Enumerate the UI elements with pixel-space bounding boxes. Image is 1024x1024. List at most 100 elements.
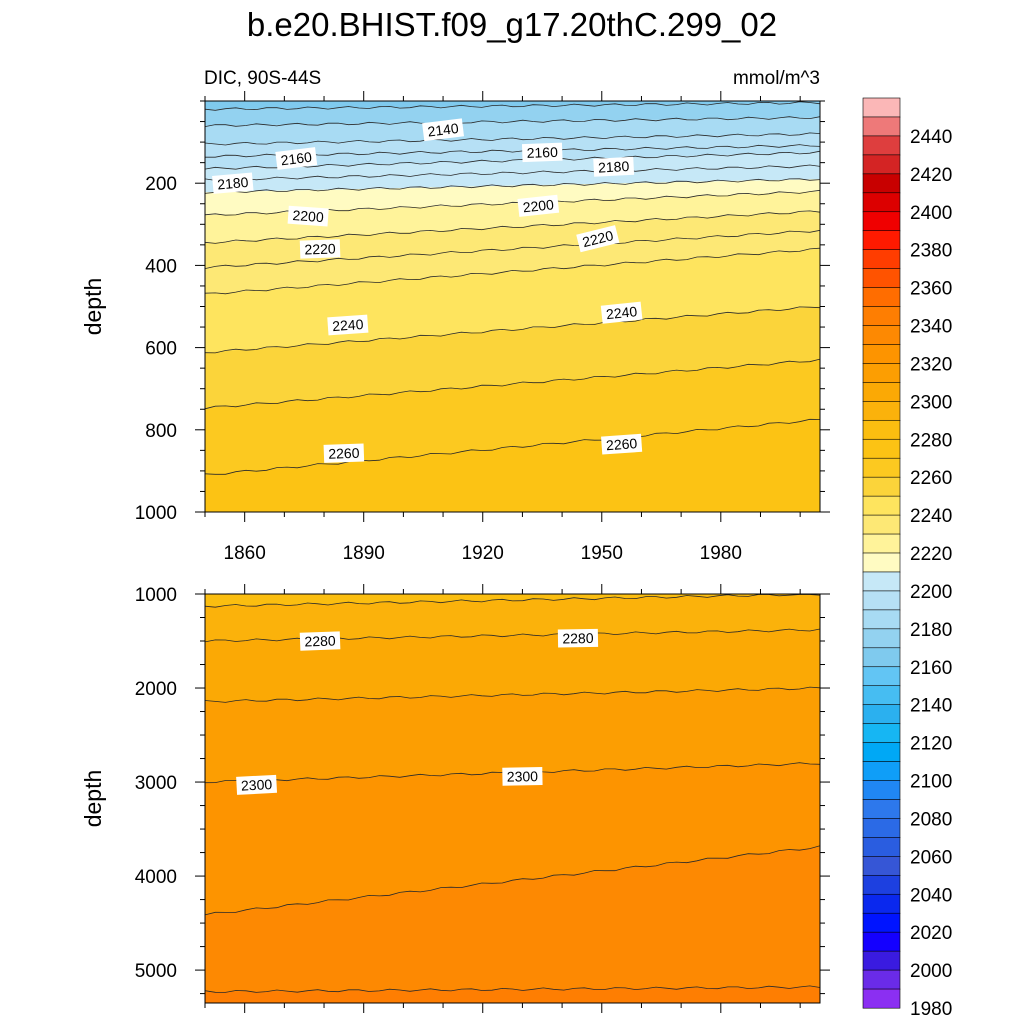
colorbar-label: 2000: [910, 961, 952, 982]
contour-label-box: [275, 147, 318, 170]
colorbar-swatch: [862, 609, 901, 630]
contour-label-box: [327, 314, 369, 336]
colorbar-swatch: [862, 969, 901, 990]
contour-label-box: [287, 205, 329, 227]
contour-label-text: 2240: [605, 303, 638, 322]
upper-contour-label-1: 2160: [275, 147, 318, 170]
colorbar-swatch: [862, 931, 901, 952]
colorbar-label: 2180: [910, 620, 952, 641]
upper-panel: 2140 2160 2160 2180 2180 2200 2200 2220 2220 2240…: [80, 91, 830, 564]
contour-label-box: [299, 239, 341, 259]
colorbar-swatch: [862, 723, 901, 744]
contour-label-text: 2180: [598, 158, 630, 176]
colorbar-label: 2280: [910, 430, 952, 451]
upper-contour-label-11: 2260: [323, 443, 365, 463]
colorbar-swatch: [862, 154, 901, 175]
colorbar-swatch: [862, 116, 901, 137]
upper-fill-bands: [205, 101, 820, 513]
lower-contour-line-2: [204, 686, 821, 703]
lower-y-tick-label: 2000: [135, 679, 177, 700]
contour-label-box: [422, 118, 465, 142]
colorbar-swatch: [862, 856, 901, 876]
contour-label-text: 2300: [241, 776, 273, 794]
colorbar-swatch: [862, 742, 901, 763]
upper-contour-label-10: 2240: [600, 301, 643, 324]
lower-contour-label-2: 2300: [236, 774, 278, 795]
colorbar-swatch: [862, 249, 901, 270]
colorbar-swatch: [862, 666, 901, 687]
colorbar-swatch: [862, 382, 901, 402]
upper-contour-line-9: [204, 229, 821, 269]
colorbar-swatch: [862, 135, 901, 156]
contour-label-text: 2220: [304, 240, 336, 257]
lower-fill-bands: [205, 594, 820, 1003]
upper-x-tick-label: 1890: [343, 543, 385, 564]
upper-contour-labels: 2140 2160 2160 2180 2180 2200 2200 2220 2220 2240…: [212, 118, 643, 463]
colorbar-swatch: [862, 988, 901, 1009]
colorbar-swatch: [862, 818, 901, 838]
lower-band-6: [205, 987, 820, 1003]
colorbar-label: 2320: [910, 354, 952, 375]
upper-contour-label-12: 2260: [601, 433, 643, 455]
upper-contour-line-5: [204, 164, 821, 181]
contour-label-text: 2200: [292, 207, 324, 225]
colorbar-swatch: [862, 211, 901, 232]
upper-x-tick-label: 1980: [700, 543, 742, 564]
colorbar-label: 2380: [910, 241, 952, 262]
contour-label-box: [323, 443, 365, 463]
colorbar-label: 2060: [910, 847, 952, 868]
colorbar-swatch: [862, 192, 901, 213]
lower-y-tick-label: 5000: [135, 961, 177, 982]
upper-y-tick-label: 400: [145, 256, 177, 277]
upper-contour-label-2: 2160: [521, 142, 563, 163]
lower-panel: 2280 2280 2300 2300 1000 2000 3000 4000 5000 dep…: [80, 584, 830, 1013]
contour-label-box: [557, 628, 599, 648]
colorbar-label: 2420: [910, 165, 952, 186]
colorbar-label: 2300: [910, 392, 952, 413]
upper-contour-line-12: [204, 358, 821, 410]
colorbar-swatch: [862, 780, 901, 800]
upper-x-tick-label: 1920: [462, 543, 504, 564]
colorbar-swatch: [862, 344, 901, 364]
colorbar-swatch: [862, 325, 901, 345]
colorbar-swatch: [862, 912, 901, 933]
colorbar-swatch: [862, 533, 901, 554]
upper-y-tick-label: 1000: [135, 503, 177, 524]
upper-axes: 200 400 600 800 1000 1860 1890 1920 1950 1980 dept…: [80, 91, 830, 564]
colorbar-swatch: [862, 552, 901, 573]
contour-label-box: [212, 172, 254, 194]
upper-contour-line-4: [204, 150, 821, 170]
contour-label-text: 2280: [562, 630, 594, 647]
colorbar-label: 2400: [910, 203, 952, 224]
colorbar-label: 2440: [910, 127, 952, 148]
lower-contour-label-1: 2280: [557, 628, 599, 648]
colorbar-swatch: [862, 419, 901, 440]
colorbar-swatch: [862, 874, 901, 895]
colorbar-swatch: [862, 685, 901, 706]
contour-label-text: 2240: [332, 316, 364, 334]
contour-label-text: 2260: [328, 445, 360, 462]
lower-frame: [204, 593, 821, 1004]
colorbar-label: 2120: [910, 734, 952, 755]
upper-contour-line-0: [204, 101, 821, 111]
contour-label-box: [601, 433, 643, 455]
colorbar-label: 2140: [910, 696, 952, 717]
colorbar-swatch: [862, 514, 901, 535]
lower-y-axis-label: depth: [80, 770, 106, 828]
colorbar-swatch: [862, 438, 901, 459]
colorbar-swatch: [862, 495, 901, 516]
upper-contour-lines: [204, 101, 821, 475]
contour-label-text: 2180: [217, 174, 250, 193]
upper-contour-line-10: [204, 247, 821, 295]
colorbar: 2440 2420 2400 2380 2360 2340 2320 2300 2280 2260…: [862, 97, 952, 1020]
colorbar-swatch: [862, 628, 901, 649]
colorbar-swatch: [862, 363, 901, 383]
colorbar-swatch: [862, 306, 901, 326]
colorbar-swatch: [862, 950, 901, 971]
upper-contour-label-9: 2240: [327, 314, 369, 336]
colorbar-swatch: [862, 230, 901, 251]
upper-contour-label-6: 2200: [517, 194, 560, 217]
lower-contour-line-0: [204, 594, 821, 608]
colorbar-swatch: [862, 893, 901, 914]
contour-label-box: [236, 774, 278, 795]
